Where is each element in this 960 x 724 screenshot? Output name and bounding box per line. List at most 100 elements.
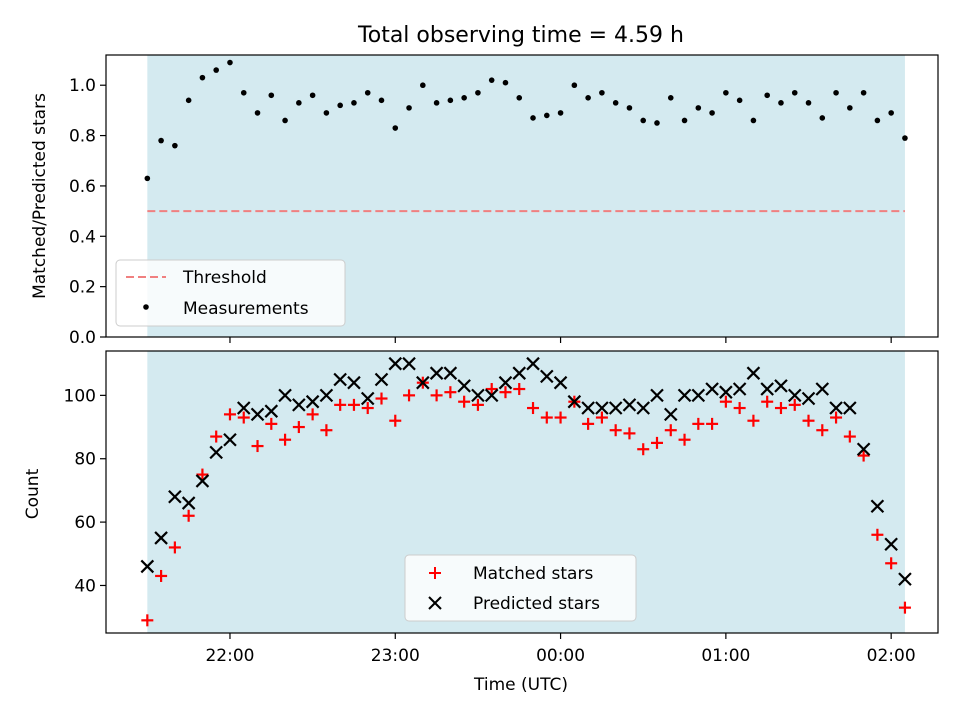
matched-star-point [678, 433, 691, 446]
count-x-tick-label: 22:00 [205, 646, 254, 666]
predicted-star-point-stroke [250, 407, 265, 422]
predicted-star-point-stroke [595, 401, 609, 415]
count-x-tick-label: 00:00 [536, 646, 585, 666]
predicted-star-point-stroke [388, 356, 403, 371]
measurement-point [888, 110, 894, 116]
matched-star-point [802, 414, 815, 427]
predicted-star-point-stroke [374, 372, 389, 387]
matched-star-point [637, 443, 650, 456]
predicted-star-point-stroke [760, 382, 774, 396]
measurement-point [902, 135, 908, 141]
predicted-star-point [333, 372, 347, 387]
ratio-y-tick-label: 0.8 [69, 127, 96, 147]
ratio-y-axis-label: Matched/Predicted stars [30, 93, 50, 299]
predicted-star-point-stroke [622, 398, 637, 412]
matched-star-point [306, 408, 319, 421]
predicted-star-point [787, 388, 802, 403]
ratio-y-tick-label: 0.4 [69, 227, 96, 247]
predicted-star-point [898, 572, 912, 586]
measurement-point [406, 105, 412, 111]
predicted-star-point-stroke [416, 375, 430, 390]
measurement-point [227, 59, 233, 66]
predicted-star-point [195, 474, 210, 488]
matched-star-point [141, 614, 154, 627]
predicted-star-point-stroke [636, 401, 650, 415]
predicted-star-point-stroke [540, 369, 554, 384]
predicted-star-point [526, 356, 540, 371]
matched-star-point [816, 424, 829, 437]
matched-star-point [471, 398, 484, 411]
measurement-point [185, 97, 192, 104]
predicted-star-point [815, 382, 830, 396]
predicted-star-point [402, 356, 416, 371]
matched-star-point [774, 402, 787, 415]
predicted-star-point [705, 382, 719, 396]
measurement-point [626, 105, 633, 111]
predicted-star-point [691, 388, 706, 403]
measurement-point [296, 100, 302, 106]
predicted-star-point-stroke [292, 398, 306, 412]
matched-star-point [582, 417, 595, 430]
predicted-star-point [608, 401, 623, 415]
predicted-star-point-stroke [154, 531, 168, 545]
predicted-star-point [292, 398, 306, 412]
predicted-star-point-stroke [140, 559, 155, 574]
predicted-star-point [884, 537, 898, 552]
predicted-star-point [347, 375, 361, 390]
predicted-star-point-stroke [815, 382, 830, 396]
measurement-point [447, 97, 454, 104]
measurement-point [736, 97, 743, 104]
predicted-star-point [278, 388, 292, 403]
predicted-star-point-stroke [443, 366, 458, 380]
matched-star-point [430, 389, 443, 402]
predicted-star-point [443, 366, 458, 380]
matched-star-point [347, 398, 360, 411]
predicted-star-point [732, 382, 747, 396]
matched-star-point [182, 509, 195, 522]
predicted-star-point-stroke [843, 401, 857, 415]
measurement-point [640, 117, 647, 124]
measurement-point [543, 112, 550, 119]
predicted-star-point [374, 372, 389, 387]
predicted-star-point-stroke [278, 388, 292, 403]
matched-star-point [857, 449, 870, 462]
measurement-point [585, 95, 591, 101]
measurement-point [860, 89, 867, 96]
ratio-y-tick-label: 0.6 [69, 177, 96, 197]
matched-star-point [650, 436, 663, 449]
predicted-star-point [388, 356, 403, 371]
matched-star-point [155, 569, 168, 582]
matched-star-point [898, 601, 911, 614]
count-y-axis-label: Count [23, 468, 43, 519]
predicted-star-point [774, 379, 788, 393]
count-y-tick-label: 40 [74, 576, 96, 596]
measurement-point [723, 89, 729, 96]
matched-star-point [389, 414, 402, 427]
measurement-point [764, 92, 770, 99]
matched-star-point [719, 395, 732, 408]
matched-star-point [223, 408, 236, 421]
predicted-star-point-stroke [319, 388, 334, 403]
predicted-star-point-stroke [663, 407, 678, 422]
matched-star-point [706, 417, 719, 430]
predicted-star-point-stroke [898, 572, 912, 586]
predicted-star-point-stroke [567, 394, 582, 409]
chart-title: Total observing time = 4.59 h [357, 23, 684, 48]
measurement-point [420, 82, 426, 89]
predicted-star-point [250, 407, 265, 422]
predicted-star-point-stroke [553, 375, 568, 390]
predicted-star-point [636, 401, 650, 415]
predicted-star-point [856, 442, 871, 457]
matched-star-point [320, 424, 333, 437]
predicted-star-point-stroke [526, 356, 540, 371]
predicted-star-point [223, 432, 237, 447]
matched-star-point [334, 398, 347, 411]
predicted-star-point [512, 366, 527, 380]
measurement-point [791, 89, 798, 96]
predicted-star-point [471, 388, 485, 403]
measurement-point [351, 100, 357, 106]
predicted-star-point [650, 388, 664, 403]
predicted-star-point-stroke [581, 401, 595, 415]
predicted-star-point [829, 401, 843, 415]
